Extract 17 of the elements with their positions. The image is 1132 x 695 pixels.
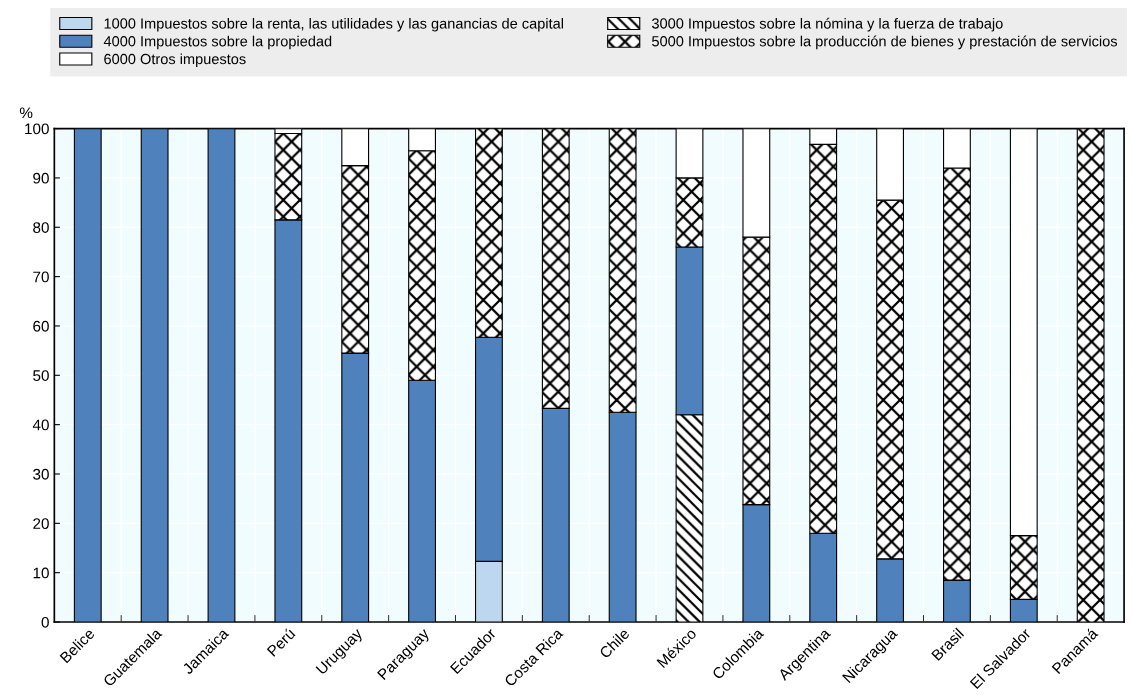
y-tick-label: 70 bbox=[33, 271, 49, 283]
y-tick-label: 90 bbox=[33, 172, 49, 184]
y-tick-label: 60 bbox=[33, 320, 49, 332]
y-tick-label: 30 bbox=[33, 468, 49, 480]
legend-label: 6000 Otros impuestos bbox=[104, 53, 246, 68]
legend-label: 5000 Impuestos sobre la producción de bienes y prestación de servicios bbox=[652, 35, 1118, 50]
y-tick-label: 40 bbox=[32, 419, 49, 431]
legend-label: 4000 Impuestos sobre la propiedad bbox=[103, 35, 332, 50]
y-axis-title: % bbox=[19, 107, 33, 119]
y-tick-label: 80 bbox=[33, 222, 49, 233]
y-tick-label: 20 bbox=[33, 518, 49, 530]
y-tick-label: 50 bbox=[33, 370, 49, 381]
y-tick-label: 100 bbox=[25, 123, 49, 135]
y-tick-label: 10 bbox=[33, 567, 49, 579]
legend-label: 3000 Impuestos sobre la nómina y la fuerza de trabajo bbox=[651, 17, 1003, 32]
y-tick-label: 0 bbox=[41, 616, 49, 628]
legend-label: 1000 Impuestos sobre la renta, las utilidades y las ganancias de capital bbox=[104, 17, 563, 32]
